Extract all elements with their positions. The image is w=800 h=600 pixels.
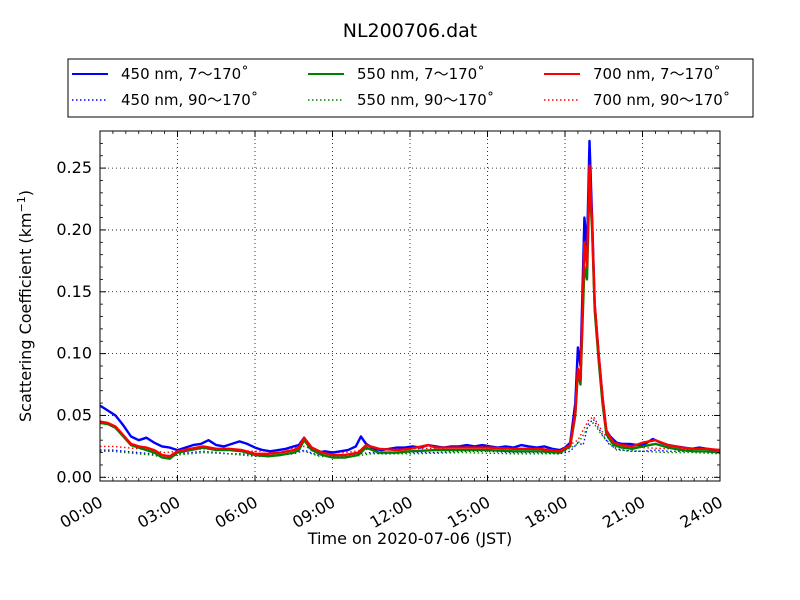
y-axis-label-main: Scattering Coefficient (km <box>16 212 35 422</box>
y-axis-label-close: ) <box>16 190 35 196</box>
legend-label-4: 550 nm, 90～170˚ <box>357 91 494 109</box>
legend: 450 nm, 7～170˚ 450 nm, 90～170˚ 550 nm, 7～1… <box>67 58 754 118</box>
y-tick-label: 0.25 <box>56 158 92 177</box>
y-axis-label-superscript: −1 <box>15 196 28 212</box>
legend-label-3: 550 nm, 7～170˚ <box>357 65 485 83</box>
series-line-5 <box>100 164 720 458</box>
y-tick-label: 0.20 <box>56 220 92 239</box>
series-lines <box>100 139 720 460</box>
y-axis-label: Scattering Coefficient (km−1) <box>15 190 35 422</box>
y-tick-label: 0.05 <box>56 405 92 424</box>
y-tick-label: 0.10 <box>56 344 92 363</box>
legend-label-2: 450 nm, 90～170˚ <box>121 91 258 109</box>
legend-label-6: 700 nm, 90～170˚ <box>593 91 730 109</box>
plot-frame <box>99 130 721 482</box>
legend-box <box>67 58 754 118</box>
chart-title: NL200706.dat <box>343 20 478 42</box>
y-tick-labels: 0.00 0.05 0.10 0.15 0.20 0.25 <box>56 158 92 486</box>
legend-label-5: 700 nm, 7～170˚ <box>593 65 721 83</box>
y-tick-label: 0.00 <box>56 467 92 486</box>
legend-items: 450 nm, 7～170˚ 450 nm, 90～170˚ 550 nm, 7～1… <box>72 65 730 109</box>
grid-lines <box>100 131 720 481</box>
plot-area <box>99 130 721 482</box>
y-tick-label: 0.15 <box>56 282 92 301</box>
x-axis-label: Time on 2020-07-06 (JST) <box>307 529 512 548</box>
legend-label-1: 450 nm, 7～170˚ <box>121 65 249 83</box>
series-line-3 <box>100 179 720 460</box>
